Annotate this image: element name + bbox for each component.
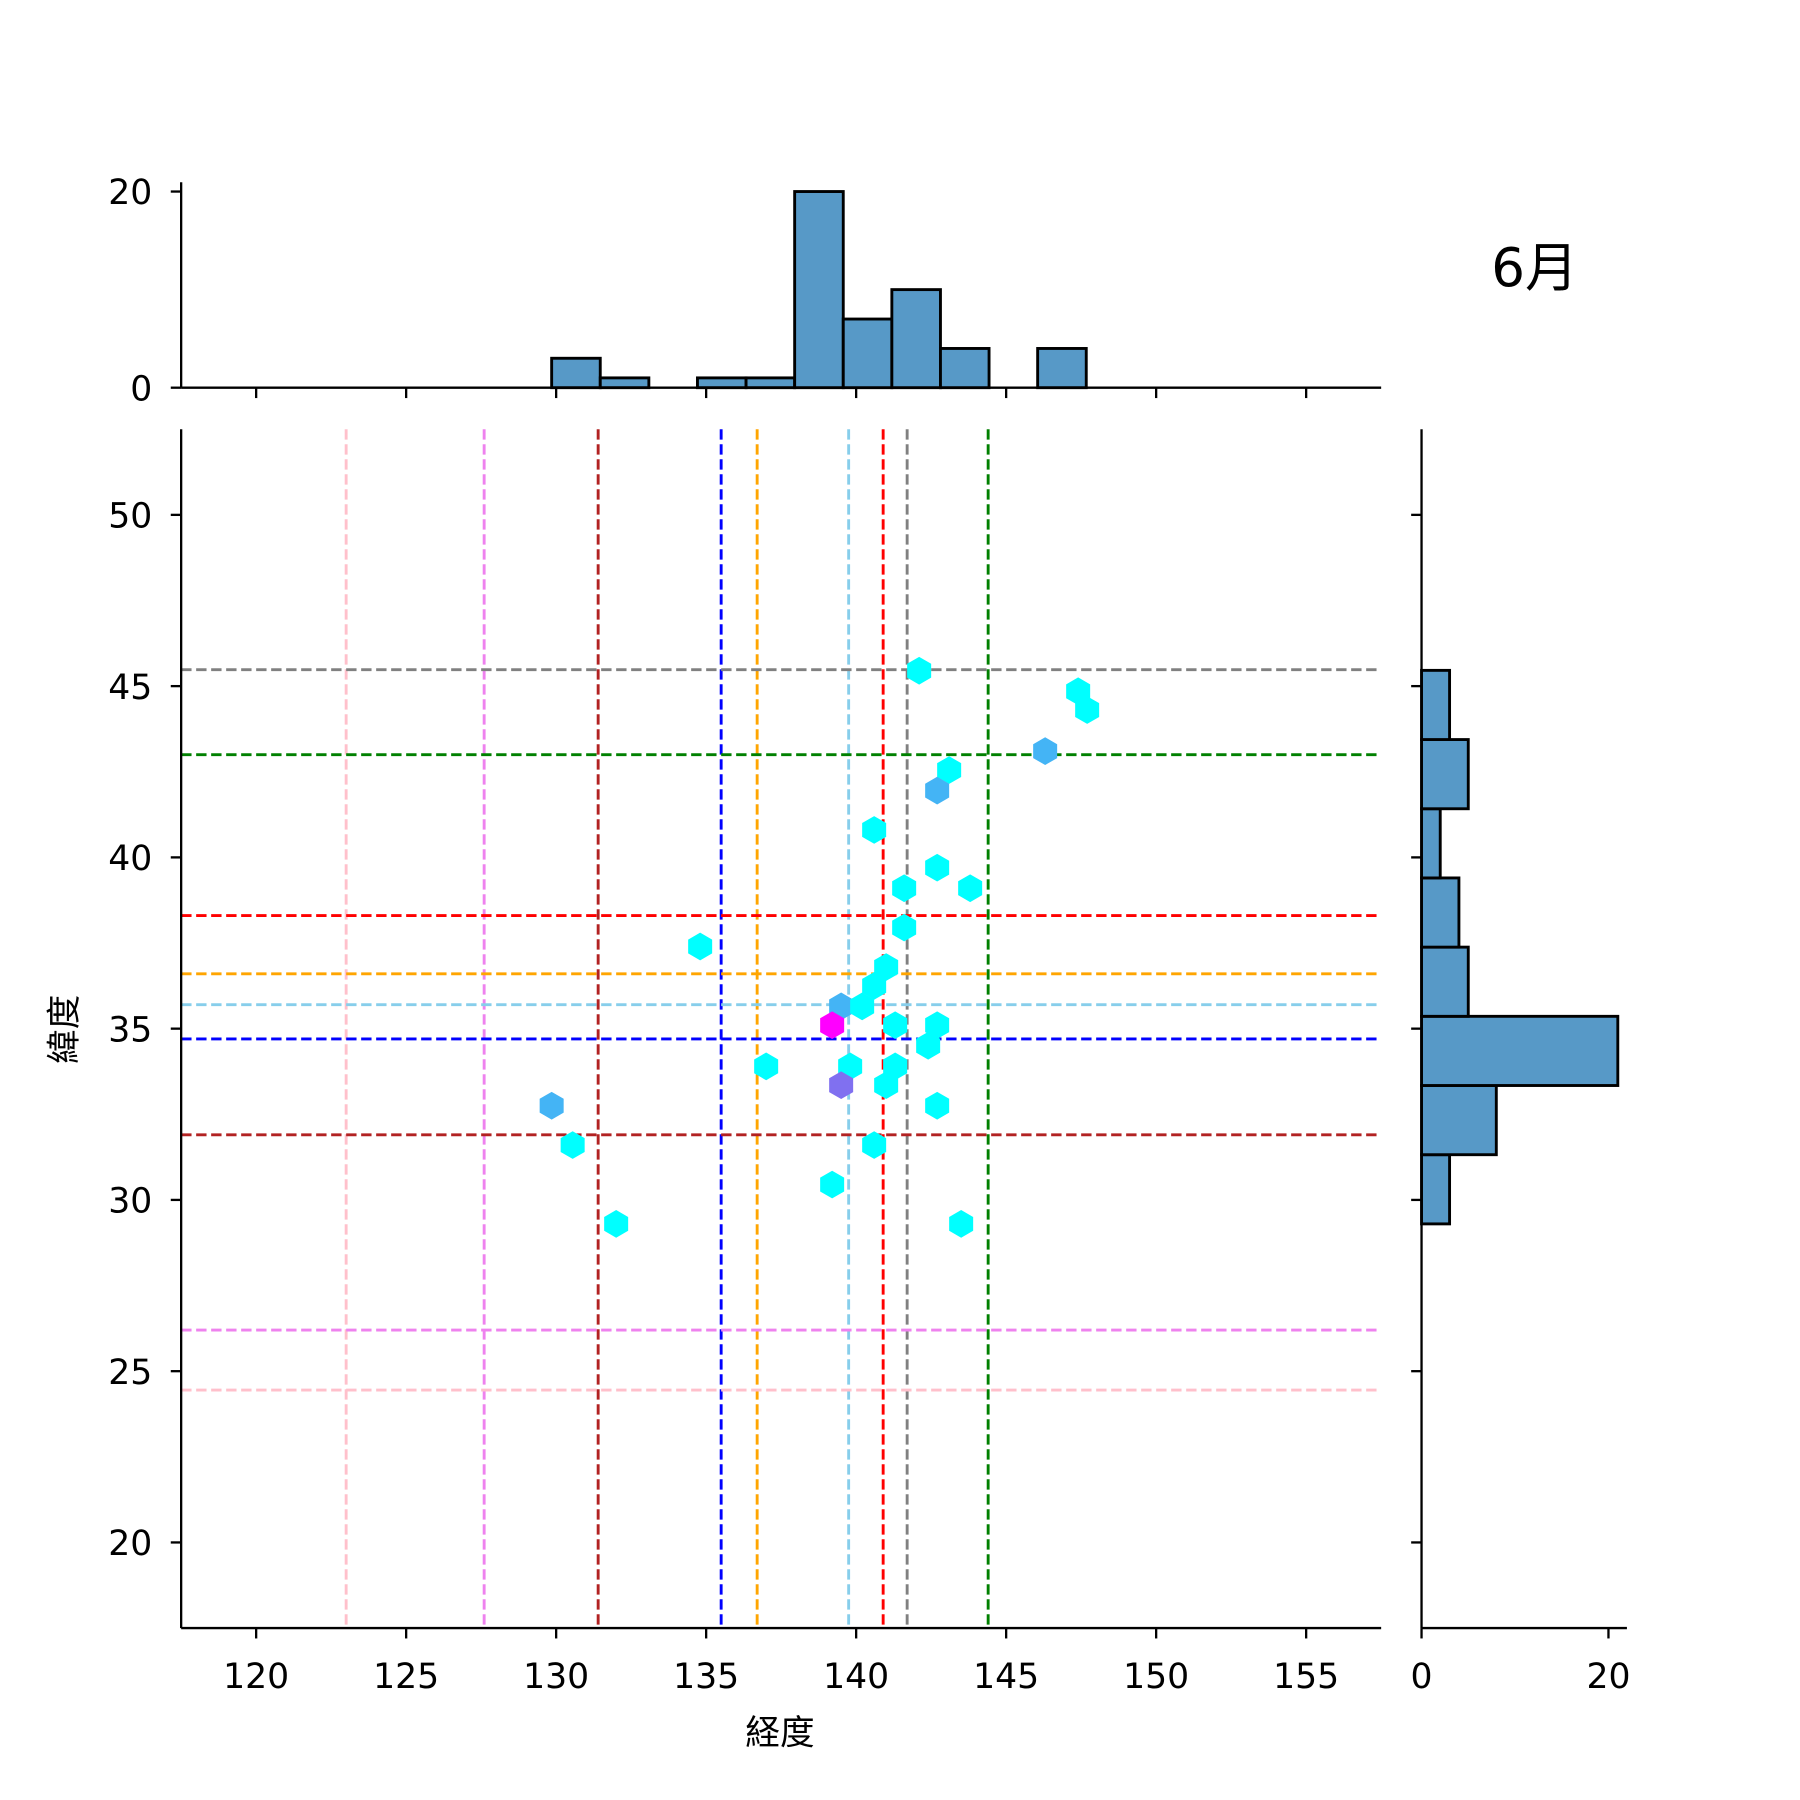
histogram-bar [1420,668,1452,742]
hexbin-cell [892,913,917,942]
right-x-tick-label: 20 [1586,1657,1630,1697]
x-tick-label: 120 [223,1657,289,1697]
x-tick-label: 140 [823,1657,889,1697]
hexbin-cell [560,1131,585,1159]
hexbin-cell [862,972,887,1000]
hexbin-cell [850,992,875,1021]
hexbin-cell [925,776,950,805]
histogram-bar [1420,1153,1452,1226]
histogram-bar [841,317,894,390]
hexbin-cell [1033,737,1058,765]
y-axis-label: 緯度 [45,995,85,1064]
hexbin-cell [1075,696,1100,724]
histogram-bar [1036,347,1088,390]
right-marginal-histogram: 0 20 [1411,429,1630,1697]
hexbin-cell [949,1210,974,1238]
x-tick-label: 145 [973,1657,1039,1697]
hexbin-cell [820,1170,845,1199]
hexbin-cell [874,1071,899,1100]
hexbin-cell [754,1052,779,1081]
hexbin-cell [883,1011,908,1040]
hexbin-cell [829,1071,854,1100]
hexbin-cell [539,1091,564,1120]
histogram-bar [1420,876,1461,949]
hexbin-cell [862,1131,887,1159]
histogram-bar [696,376,748,390]
x-tick-label: 155 [1273,1657,1339,1697]
main-scatter-axes: 120 125 130 135 140 145 150 155 20 25 30 35 40 45 50 [108,429,1382,1697]
x-tick-label: 125 [373,1657,439,1697]
y-tick-label: 25 [108,1353,152,1393]
hexbin-cell [874,953,899,981]
hexbin-cell [862,816,887,844]
histogram-bar [550,356,602,390]
y-tick-label: 45 [108,668,152,708]
x-tick-label: 130 [523,1657,589,1697]
top-y-tick-label: 20 [108,173,152,213]
x-tick-label: 150 [1123,1657,1189,1697]
histogram-bar [744,376,797,390]
hexbin-cell [820,1011,845,1040]
hexbin-cell [958,874,983,903]
histogram-bar [1420,1084,1498,1157]
hexbin-cell [907,656,932,685]
right-x-tick-label: 0 [1411,1657,1433,1697]
histogram-bar [1420,1014,1620,1087]
histogram-bar [1420,738,1470,811]
y-tick-label: 35 [108,1010,152,1050]
hexbin-cell [688,932,713,961]
hexbin-cell [925,853,950,882]
histogram-bar [598,376,651,390]
hexbin-cell [892,874,917,903]
hexbin-cell [925,1091,950,1120]
hexbin-cell [937,756,962,784]
x-tick-label: 135 [673,1657,739,1697]
histogram-bar [1420,807,1442,880]
y-tick-label: 30 [108,1182,152,1222]
hexbin-cell [925,1011,950,1040]
y-tick-label: 20 [108,1524,152,1564]
top-marginal-histogram: 0 20 [108,173,1382,409]
histogram-bar [1420,945,1470,1018]
chart-title: 6月 [1491,237,1578,299]
histogram-bar [890,288,942,390]
y-tick-label: 40 [108,839,152,879]
hexbin-cell [604,1210,629,1238]
histogram-bar [793,190,845,390]
histogram-bar [939,347,991,390]
x-axis-label: 経度 [745,1714,814,1754]
top-y-tick-label: 0 [130,369,152,409]
y-tick-label: 50 [108,497,152,537]
hexbin-cell [916,1031,941,1060]
